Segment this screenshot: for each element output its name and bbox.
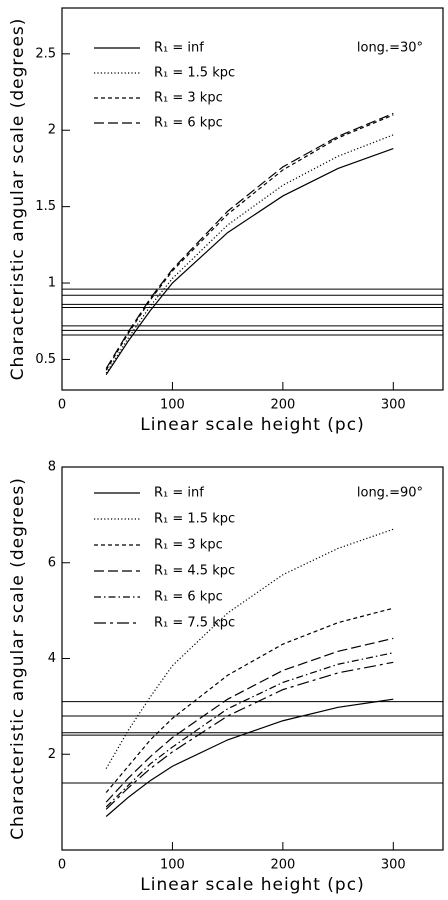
data-line	[105, 134, 394, 374]
data-line	[105, 661, 394, 810]
legend-label: R₁ = 7.5 kpc	[154, 616, 235, 631]
data-line	[105, 148, 394, 376]
x-tick-label: 100	[160, 398, 185, 413]
data-line	[105, 607, 394, 793]
y-tick-label: 2	[48, 123, 56, 138]
data-line	[105, 114, 394, 371]
data-line	[105, 652, 394, 808]
data-line	[105, 528, 394, 769]
x-axis-label: Linear scale height (pc)	[140, 875, 364, 895]
y-axis-label: Characteristic angular scale (degrees)	[8, 18, 28, 381]
x-tick-label: 300	[381, 398, 406, 413]
legend-label: R₁ = inf	[154, 41, 204, 56]
x-tick-label: 100	[160, 858, 185, 873]
plot-frame	[61, 7, 444, 391]
x-tick-label: 300	[381, 858, 406, 873]
y-tick-label: 0.5	[35, 352, 56, 367]
x-axis-label: Linear scale height (pc)	[140, 415, 364, 435]
x-tick-label: 200	[270, 398, 295, 413]
y-axis-label: Characteristic angular scale (degrees)	[8, 477, 28, 840]
legend-label: R₁ = 1.5 kpc	[154, 66, 235, 81]
y-tick-label: 6	[48, 555, 56, 570]
data-line	[105, 112, 394, 369]
legend-label: R₁ = 1.5 kpc	[154, 512, 235, 527]
legend-label: R₁ = 3 kpc	[154, 538, 223, 553]
x-tick-label: 200	[270, 858, 295, 873]
y-tick-label: 1	[48, 276, 56, 291]
legend-label: R₁ = 3 kpc	[154, 91, 223, 106]
legend-label: R₁ = 6 kpc	[154, 590, 223, 605]
annotation: long.=30°	[357, 41, 423, 56]
annotation: long.=90°	[357, 486, 423, 501]
y-tick-label: 1.5	[35, 199, 56, 214]
data-line	[105, 637, 394, 803]
y-tick-label: 8	[48, 460, 56, 475]
x-tick-label: 0	[58, 398, 66, 413]
plot-frame	[61, 466, 444, 851]
legend-label: R₁ = 4.5 kpc	[154, 564, 235, 579]
legend-label: R₁ = inf	[154, 486, 204, 501]
y-tick-label: 2.5	[35, 46, 56, 61]
legend-label: R₁ = 6 kpc	[154, 116, 223, 131]
y-tick-label: 4	[48, 651, 56, 666]
x-tick-label: 0	[58, 858, 66, 873]
data-line	[105, 698, 394, 817]
y-tick-label: 2	[48, 747, 56, 762]
